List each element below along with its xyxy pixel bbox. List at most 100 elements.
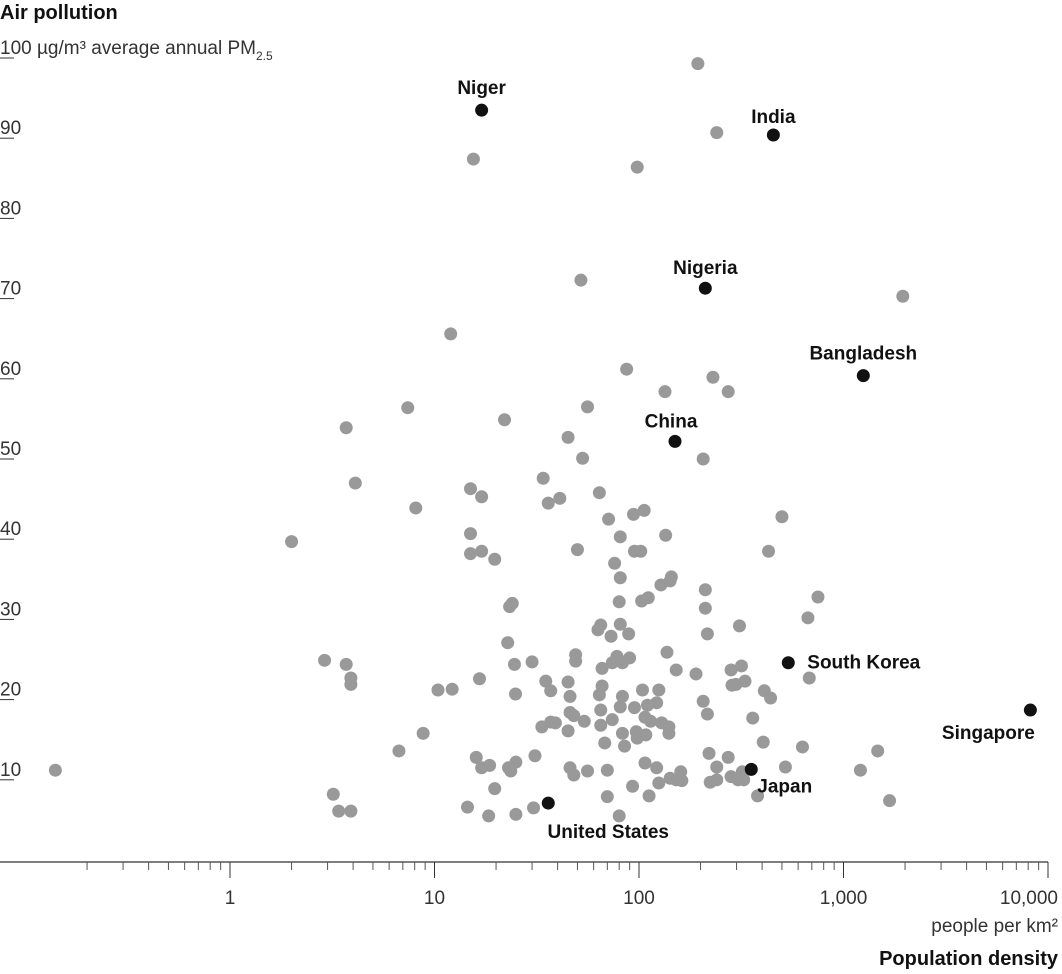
data-point: [592, 486, 606, 500]
data-point: [600, 763, 614, 777]
data-point: [605, 713, 619, 727]
data-point: [464, 547, 478, 561]
data-point: [488, 552, 502, 566]
y-axis-label: 100 µg/m³ average annual PM2.5: [0, 38, 273, 63]
highlighted-point: [475, 103, 489, 117]
highlighted-point: [856, 369, 870, 383]
data-point: [473, 672, 487, 686]
data-point: [638, 756, 652, 770]
data-point: [626, 779, 640, 793]
data-point: [598, 736, 612, 750]
data-point: [539, 674, 553, 688]
data-point: [475, 544, 489, 558]
highlighted-point: [698, 281, 712, 295]
data-point: [569, 648, 583, 662]
data-point: [613, 617, 627, 631]
data-point: [509, 755, 523, 769]
data-point: [581, 764, 595, 778]
data-point: [527, 801, 541, 815]
data-point: [642, 789, 656, 803]
point-label: United States: [548, 822, 669, 843]
x-axis-title: Population density: [879, 948, 1059, 970]
highlighted-point: [744, 762, 758, 776]
data-point: [659, 528, 673, 542]
data-point: [613, 530, 627, 544]
data-point: [795, 740, 809, 754]
x-tick-label: 10: [424, 888, 445, 909]
data-point: [627, 701, 641, 715]
data-point: [652, 776, 666, 790]
data-point: [644, 714, 658, 728]
data-point: [853, 763, 867, 777]
data-point: [483, 758, 497, 772]
data-point: [469, 750, 483, 764]
data-point: [710, 126, 724, 140]
data-point: [509, 687, 523, 701]
data-point: [615, 689, 629, 703]
data-point: [635, 683, 649, 697]
data-point: [721, 750, 735, 764]
data-point: [664, 570, 678, 584]
data-point: [475, 490, 489, 504]
data-point: [544, 684, 558, 698]
data-point: [464, 482, 478, 496]
data-point: [576, 451, 590, 465]
y-axis-title: Air pollution: [0, 2, 118, 24]
y-label-text: average annual PM: [91, 38, 256, 59]
y-tick-label: 50: [0, 439, 21, 460]
highlighted-point: [766, 128, 780, 142]
data-point: [431, 683, 445, 697]
x-tick-label: 1,000: [820, 888, 868, 909]
data-point: [561, 430, 575, 444]
data-point: [416, 726, 430, 740]
highlighted-point: [541, 796, 555, 810]
data-point: [662, 720, 676, 734]
data-point: [630, 160, 644, 174]
point-label: Nigeria: [673, 258, 738, 279]
data-point: [698, 583, 712, 597]
data-point: [652, 683, 666, 697]
data-point: [738, 674, 752, 688]
data-point: [764, 691, 778, 705]
data-point: [318, 653, 332, 667]
data-point: [392, 744, 406, 758]
data-point: [561, 724, 575, 738]
data-point: [721, 385, 735, 399]
data-point: [594, 718, 608, 732]
data-point: [613, 700, 627, 714]
data-point: [536, 471, 550, 485]
data-point: [574, 273, 588, 287]
x-tick-label: 10,000: [1000, 888, 1058, 909]
data-point: [637, 503, 651, 517]
data-point: [466, 152, 480, 166]
data-point: [702, 746, 716, 760]
data-point: [501, 636, 515, 650]
data-point: [553, 491, 567, 505]
x-tick-label: 100: [623, 888, 655, 909]
data-point: [612, 595, 626, 609]
data-point: [724, 663, 738, 677]
data-point: [604, 629, 618, 643]
data-point: [896, 289, 910, 303]
data-point: [775, 510, 789, 524]
data-point: [561, 675, 575, 689]
highlighted-point: [1023, 703, 1037, 717]
data-point: [339, 421, 353, 435]
data-point: [541, 496, 555, 510]
x-tick-label: 1: [225, 888, 236, 909]
data-point: [710, 773, 724, 787]
data-point: [460, 800, 474, 814]
point-label: Niger: [457, 78, 506, 99]
data-point: [623, 651, 637, 665]
data-point: [639, 728, 653, 742]
data-point: [658, 385, 672, 399]
data-point: [612, 809, 626, 823]
data-point: [594, 703, 608, 717]
data-point: [696, 694, 710, 708]
highlighted-point: [781, 656, 795, 670]
point-label: China: [645, 411, 698, 432]
data-point: [401, 401, 415, 415]
y-label-subscript: 2.5: [256, 49, 273, 63]
data-point: [641, 591, 655, 605]
